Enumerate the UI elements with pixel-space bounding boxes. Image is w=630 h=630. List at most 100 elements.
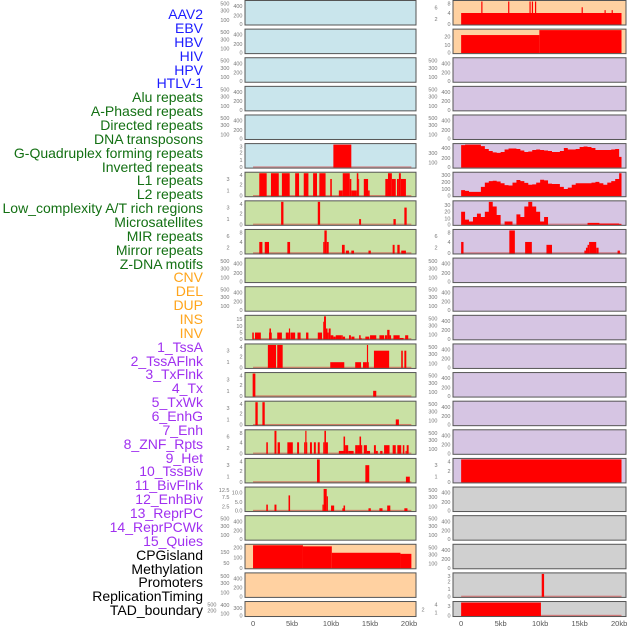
y-tick-label: 400 bbox=[441, 519, 450, 525]
y-tick-label: 100 bbox=[428, 419, 437, 425]
y-tick-label: 0.0 bbox=[235, 509, 243, 515]
track-label: 11_BivFlnk bbox=[134, 477, 203, 494]
y-tick-label: 500 bbox=[220, 87, 229, 93]
y-tick-label: 0 bbox=[239, 594, 242, 600]
y-tick-label: 4 bbox=[239, 202, 242, 208]
bar bbox=[313, 173, 317, 197]
track-panel: 0 100 200 300 400 500 bbox=[207, 601, 417, 620]
y-tick-label: 0 bbox=[447, 509, 450, 515]
y-tick-label: 0 bbox=[239, 537, 242, 543]
y-tick-label: 200 bbox=[233, 300, 242, 306]
bar bbox=[335, 335, 342, 340]
panel-background bbox=[453, 343, 626, 369]
panel-border bbox=[244, 515, 417, 541]
track-panel: 0 100 200 300 400 500 bbox=[428, 85, 627, 114]
track-panel: 0 100 200 300 400 500 bbox=[428, 314, 627, 343]
panel-background bbox=[245, 258, 416, 283]
y-tick-label: 400 bbox=[233, 61, 242, 67]
bar bbox=[322, 504, 324, 512]
y-tick-label: 8 bbox=[239, 431, 242, 437]
y-tick-label: 1 bbox=[447, 587, 450, 593]
track-label: 13_ReprPC bbox=[129, 505, 203, 522]
bar bbox=[401, 250, 406, 254]
y-tick-label: 0 bbox=[239, 365, 242, 371]
y-tick-label: 300 bbox=[220, 123, 229, 129]
track-label: CNV bbox=[173, 269, 203, 286]
panel-background bbox=[453, 429, 626, 455]
track-panel: 0 100 200 300 400 500 bbox=[428, 429, 627, 457]
panel-background bbox=[245, 86, 416, 111]
y-tick-label: 0 bbox=[239, 222, 242, 228]
track-panel: 0 100 200 300 400 500 bbox=[220, 114, 417, 142]
panel-border bbox=[244, 85, 417, 112]
y-tick-label: 3 bbox=[447, 574, 450, 580]
y-tick-label: 0 bbox=[447, 251, 450, 257]
y-tick-label: 5 bbox=[239, 331, 242, 337]
panel-background bbox=[453, 487, 626, 512]
y-tick-label: 10 bbox=[444, 43, 450, 49]
track-panel: 0 100 200 300 400 500 bbox=[428, 486, 627, 515]
bar bbox=[368, 362, 369, 368]
y-tick-label: 0 bbox=[447, 194, 450, 200]
y-tick-label: 0 bbox=[239, 280, 242, 286]
y-tick-label: 400 bbox=[441, 548, 450, 554]
bar bbox=[385, 178, 388, 197]
panel-border bbox=[452, 572, 627, 598]
y-tick-label: 100 bbox=[220, 104, 229, 110]
panel-border bbox=[244, 486, 417, 513]
y-tick-label: 100 bbox=[428, 75, 437, 81]
y-tick-label: 100 bbox=[220, 132, 229, 138]
bar bbox=[303, 173, 309, 197]
track-panel: 0 50 100 150 200 bbox=[220, 543, 417, 572]
bar bbox=[384, 445, 390, 454]
y-tick-label: 1 bbox=[226, 217, 229, 223]
y-tick-label: 4 bbox=[447, 11, 450, 17]
y-tick-label: 8 bbox=[239, 230, 242, 236]
y-tick-label: 100 bbox=[441, 187, 450, 193]
baseline bbox=[461, 614, 622, 617]
panel-background bbox=[245, 458, 416, 483]
bar bbox=[461, 459, 622, 483]
y-tick-label: 300 bbox=[428, 381, 437, 387]
track-panel: 0 1 2 3 4 bbox=[226, 171, 417, 200]
y-tick-label: 0 bbox=[239, 451, 242, 457]
y-tick-label: 5.0 bbox=[235, 500, 243, 506]
bar bbox=[287, 241, 291, 254]
bar bbox=[387, 505, 391, 512]
y-tick-label: 7.5 bbox=[222, 495, 230, 501]
bar bbox=[539, 30, 622, 54]
track-column-right: 0246801020010020030040050001002003004005… bbox=[421, 0, 627, 620]
y-tick-label: 500 bbox=[428, 259, 437, 265]
bar bbox=[359, 335, 361, 340]
bar bbox=[535, 1, 537, 25]
y-tick-label: 500 bbox=[220, 116, 229, 122]
track-label: Microsatellites bbox=[114, 214, 203, 230]
x-tick-label: 5kb bbox=[285, 619, 299, 628]
panel-border bbox=[244, 314, 417, 341]
panel-border bbox=[244, 429, 417, 455]
y-tick-label: 0 bbox=[447, 165, 450, 171]
bar bbox=[366, 450, 371, 454]
track-panel: 0 1 2 3 4 bbox=[226, 400, 417, 429]
bar bbox=[285, 332, 289, 340]
y-tick-label: 300 bbox=[428, 352, 437, 358]
y-tick-label: 0 bbox=[447, 480, 450, 486]
bar bbox=[481, 1, 483, 25]
y-tick-label: 500 bbox=[428, 316, 437, 322]
bar bbox=[461, 35, 540, 54]
bar bbox=[331, 505, 335, 512]
y-tick-label: 300 bbox=[428, 524, 437, 530]
bar bbox=[306, 442, 308, 454]
baseline bbox=[253, 223, 412, 225]
track-label: 9_Het bbox=[165, 449, 203, 466]
y-tick-label: 500 bbox=[428, 374, 437, 380]
bar bbox=[306, 332, 309, 340]
bar bbox=[255, 402, 258, 426]
panel-background bbox=[245, 601, 416, 617]
bar bbox=[305, 430, 307, 454]
bar bbox=[604, 10, 606, 25]
track-label: Promoters bbox=[138, 574, 203, 591]
bar bbox=[392, 244, 395, 254]
